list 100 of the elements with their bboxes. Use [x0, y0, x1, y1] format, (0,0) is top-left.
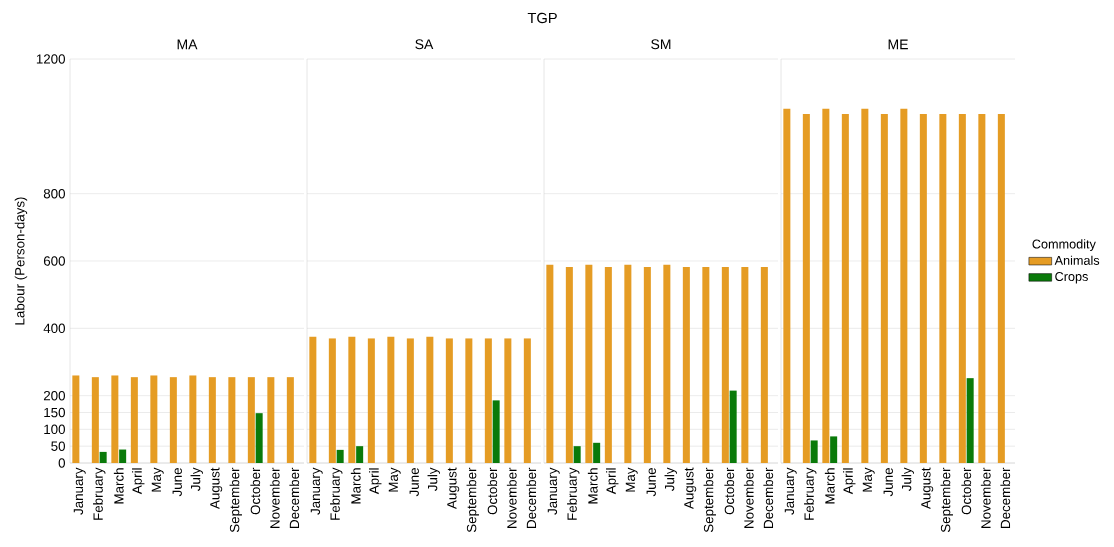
bar [465, 338, 473, 463]
chart-title: SA [415, 39, 434, 50]
chart-title: ME [888, 39, 908, 50]
x-tick-label: December [1000, 467, 1011, 528]
bar [255, 413, 263, 463]
bar [119, 449, 127, 463]
x-tick-label: April [606, 468, 619, 495]
bar [247, 377, 255, 463]
x-tick-label: May [151, 467, 164, 492]
y-tick-label: 100 [44, 424, 65, 435]
x-tick-label: June [409, 468, 419, 497]
bar [445, 338, 453, 463]
y-tick-label: 400 [43, 323, 65, 334]
x-tick-label: March [113, 468, 124, 504]
x-tick-label: June [646, 468, 656, 497]
bar [721, 267, 729, 463]
bar [939, 113, 947, 463]
bar [783, 108, 791, 463]
bar [919, 113, 927, 463]
x-tick-label: April [843, 468, 856, 495]
bar [169, 377, 177, 463]
x-tick-label: February [567, 467, 580, 520]
bar [72, 375, 80, 463]
x-tick-label: December [526, 467, 537, 528]
x-tick-label: April [369, 468, 382, 495]
bar [565, 267, 573, 463]
bar [426, 336, 434, 463]
x-tick-label: January [310, 467, 323, 515]
legend-label: Crops [1055, 272, 1088, 284]
bar [546, 264, 554, 463]
x-tick-label: May [625, 467, 638, 492]
x-tick-label: July [427, 467, 440, 491]
bar [356, 446, 364, 463]
bar [267, 377, 275, 463]
x-tick-label: February [804, 467, 817, 520]
bar [760, 267, 768, 463]
bar [504, 338, 512, 463]
y-axis-title: Labour (Person-days) [14, 197, 28, 325]
bar [523, 338, 531, 463]
bar [286, 377, 294, 463]
x-tick-label: November [269, 467, 280, 528]
x-tick-label: August [684, 467, 697, 509]
x-tick-label: March [824, 468, 835, 504]
bar [228, 377, 236, 463]
x-tick-label: September [703, 467, 716, 533]
y-tick-label: 600 [43, 256, 65, 266]
x-tick-label: August [447, 467, 460, 509]
x-tick-label: October [961, 467, 972, 515]
bar [336, 449, 344, 463]
x-tick-label: April [132, 468, 145, 495]
x-tick-label: March [587, 468, 598, 504]
bar [810, 440, 818, 463]
y-tick-label: 200 [43, 390, 65, 401]
x-tick-label: May [862, 467, 875, 492]
x-tick-label: January [784, 467, 797, 515]
bar [130, 377, 138, 463]
y-tick-label: 800 [43, 188, 65, 199]
x-tick-label: February [330, 467, 343, 520]
bar [663, 264, 671, 463]
bar [604, 267, 612, 463]
bar [958, 113, 966, 463]
bar [150, 375, 158, 463]
x-tick-label: February [93, 467, 106, 520]
bar [624, 264, 632, 463]
x-tick-label: November [506, 467, 517, 528]
x-tick-label: July [664, 467, 677, 491]
bar [91, 377, 99, 463]
legend-title: Commodity [1032, 239, 1096, 252]
bar [99, 451, 107, 463]
x-tick-label: May [388, 467, 401, 492]
bar [573, 446, 581, 463]
bar [861, 108, 869, 463]
y-tick-label: 1200 [36, 54, 65, 64]
bar [900, 108, 908, 463]
x-tick-label: October [724, 467, 735, 515]
x-tick-label: July [190, 467, 203, 491]
bar [729, 390, 737, 463]
bar [387, 336, 395, 463]
bar [309, 336, 317, 463]
x-tick-label: December [763, 467, 774, 528]
bar [822, 108, 830, 463]
x-tick-label: March [350, 468, 361, 504]
x-tick-label: August [921, 467, 934, 509]
legend-label: Animals [1054, 255, 1100, 265]
x-tick-label: September [229, 467, 242, 533]
x-tick-label: June [883, 468, 893, 497]
x-tick-label: January [73, 467, 86, 515]
bar [802, 113, 810, 463]
bar [702, 267, 710, 463]
bar [189, 375, 197, 463]
y-tick-label: 50 [51, 441, 65, 451]
x-tick-label: January [547, 467, 560, 515]
x-tick-label: November [980, 467, 991, 528]
x-tick-label: September [940, 467, 953, 533]
bar [208, 377, 216, 463]
x-tick-label: December [289, 467, 300, 528]
bar [585, 264, 593, 463]
bar [880, 113, 888, 463]
bar [643, 267, 651, 463]
x-tick-label: July [901, 467, 914, 491]
